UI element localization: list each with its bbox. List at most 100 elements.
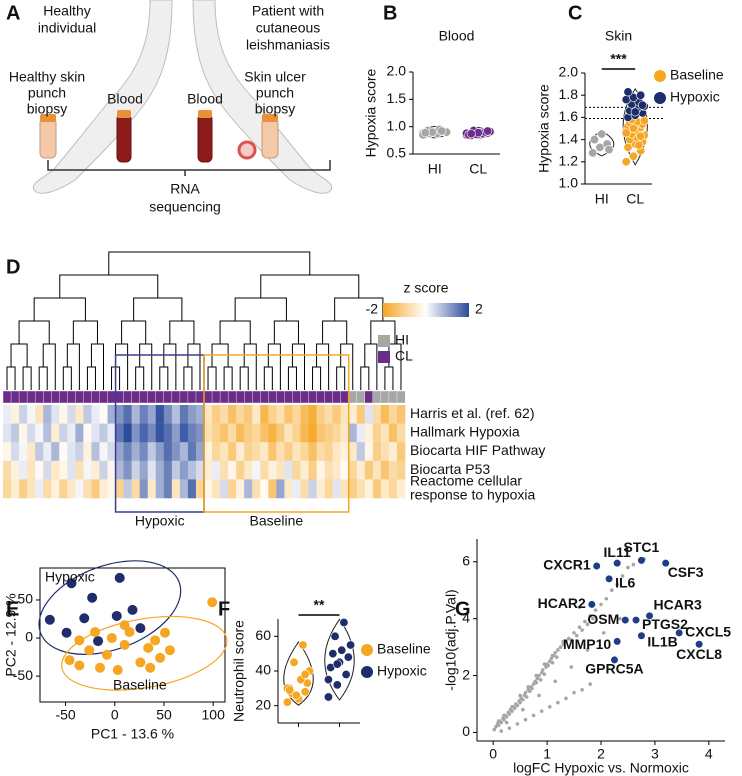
data-point <box>626 565 630 570</box>
data-point <box>618 616 622 621</box>
group-strip-cell <box>51 390 60 404</box>
data-point <box>518 700 522 705</box>
label: biopsy <box>27 101 67 117</box>
heatmap-cell <box>147 442 157 462</box>
dendrogram-branch <box>169 320 195 344</box>
group-strip-cell <box>43 390 52 404</box>
group-strip-cell <box>243 390 253 404</box>
heatmap-cell <box>332 423 341 443</box>
label: Healthy <box>43 3 90 19</box>
data-point <box>564 696 568 701</box>
heatmap-cell <box>284 405 293 424</box>
legend-label: Baseline <box>377 641 431 657</box>
dendrogram-branch <box>72 320 98 344</box>
dendrogram-branch <box>86 366 96 390</box>
heatmap-cell <box>396 423 406 443</box>
heatmap-cell <box>388 423 398 443</box>
skin-ulcer <box>237 140 257 160</box>
data-point <box>537 693 541 698</box>
heatmap-cell <box>260 423 269 443</box>
data-point <box>135 657 146 668</box>
heatmap-cell <box>244 460 253 480</box>
dendrogram-branch <box>183 366 193 390</box>
gene-label: IL11 <box>604 544 631 560</box>
heatmap-cell <box>316 460 325 480</box>
gene-label: CSF3 <box>668 564 704 580</box>
heatmap-cell <box>300 405 309 424</box>
group-strip-cell <box>26 390 36 404</box>
heatmap-cell <box>220 423 229 443</box>
data-point <box>437 126 447 136</box>
y-tick-label: 50 <box>17 591 33 607</box>
dendrogram-branch <box>287 366 297 390</box>
data-point <box>502 717 506 722</box>
y-tick-label: 1.8 <box>559 86 579 102</box>
y-tick-label: 0 <box>462 723 470 739</box>
group-strip-cell <box>155 390 165 404</box>
arm-left <box>32 0 173 194</box>
tube-ulcer-biopsy <box>261 117 279 159</box>
data-point <box>590 135 600 145</box>
data-point <box>159 627 170 638</box>
data-point <box>298 640 308 650</box>
data-point <box>420 128 430 138</box>
data-point <box>623 87 633 97</box>
heatmap-cell <box>292 460 301 480</box>
heatmap-cell <box>348 423 358 443</box>
tube-blood-right <box>197 113 213 163</box>
heatmap-cell <box>51 460 60 480</box>
tube-blood-left <box>116 113 132 163</box>
x-tick-label: 0 <box>489 746 497 762</box>
y-tick-label: 2 <box>462 666 470 682</box>
heatmap-cell <box>11 479 20 499</box>
highlight-point <box>675 629 683 637</box>
heatmap-cell <box>252 479 261 499</box>
dendrogram-branch <box>6 366 16 390</box>
heatmap-cell <box>292 423 301 443</box>
data-point <box>550 653 555 658</box>
heatmap-cell <box>115 405 124 424</box>
heatmap-cell <box>388 479 398 499</box>
data-point <box>496 719 501 723</box>
data-point <box>636 90 646 100</box>
arm-right <box>192 0 333 194</box>
heatmap-cell <box>67 460 76 480</box>
data-point <box>597 129 607 139</box>
x-axis-label: logFC Hypoxic vs. Normoxic <box>513 760 689 776</box>
data-point <box>537 673 541 678</box>
dendrogram-branch <box>239 366 249 390</box>
data-point <box>558 645 563 649</box>
x-tick-label: 1 <box>543 746 551 762</box>
heatmap-cell <box>308 479 317 499</box>
data-point <box>526 685 531 689</box>
heatmap-cell <box>3 460 12 480</box>
data-point <box>521 697 525 702</box>
x-axis-label: PC1 - 13.6 % <box>91 726 174 742</box>
heatmap-cell <box>340 442 350 462</box>
heatmap-cell <box>396 442 406 462</box>
data-point <box>604 596 609 601</box>
heatmap-cell <box>139 442 149 462</box>
group-strip-cell <box>292 390 301 404</box>
data-point <box>523 690 528 695</box>
heatmap-cell <box>340 479 350 499</box>
dendrogram-branch <box>62 366 72 390</box>
heatmap-cell <box>179 442 189 462</box>
group-strip-cell <box>179 390 189 404</box>
significance-label: *** <box>610 51 627 67</box>
group-strip-cell <box>332 390 342 404</box>
data-point <box>150 635 161 646</box>
heatmap-cell <box>3 405 12 424</box>
dendrogram-branch <box>370 320 396 344</box>
heatmap-cell <box>316 479 325 499</box>
heatmap-cell <box>163 442 173 462</box>
data-point <box>95 662 106 673</box>
heatmap-cell <box>396 479 406 499</box>
heatmap-cell <box>171 423 181 443</box>
heatmap-cell <box>268 442 277 462</box>
heatmap-cell <box>332 442 341 462</box>
heatmap-cell <box>27 405 36 424</box>
legend-label: Hypoxic <box>377 663 427 679</box>
x-tick-label: 50 <box>156 707 172 723</box>
data-point <box>585 622 590 627</box>
